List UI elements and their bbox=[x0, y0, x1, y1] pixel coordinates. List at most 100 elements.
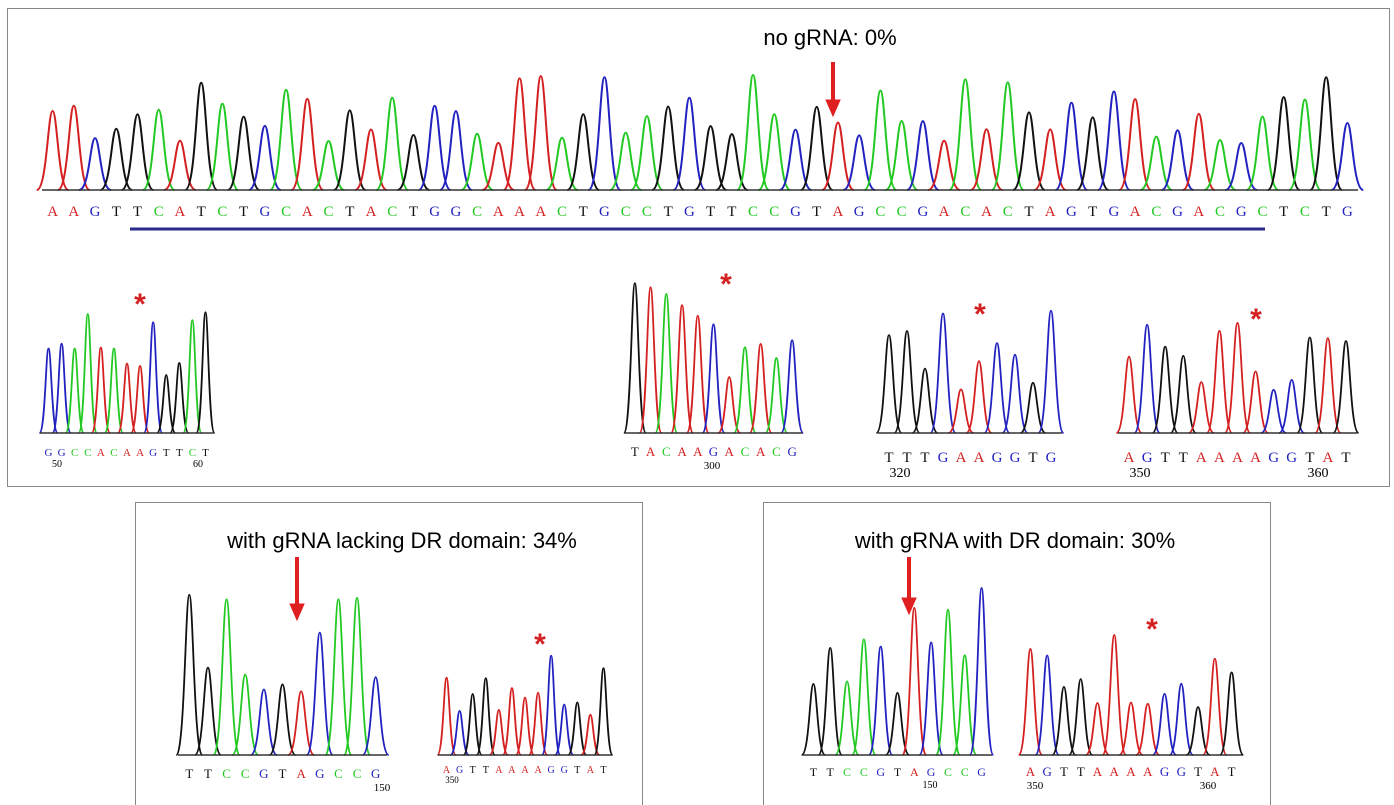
base-letter: T bbox=[664, 204, 673, 220]
base-letter: C bbox=[110, 447, 117, 459]
arrow-head bbox=[826, 100, 840, 116]
peak bbox=[52, 344, 70, 433]
peak bbox=[1119, 702, 1142, 755]
base-letter: A bbox=[1250, 450, 1261, 466]
base-letter: C bbox=[334, 766, 343, 781]
base-letter: G bbox=[1268, 450, 1279, 466]
base-letter: C bbox=[353, 766, 362, 781]
base-letter: T bbox=[345, 204, 354, 220]
asterisk: * bbox=[134, 288, 146, 321]
base-letter: T bbox=[1077, 764, 1085, 779]
base-letter: T bbox=[1028, 450, 1037, 466]
base-letter: A bbox=[1196, 450, 1207, 466]
base-letter: T bbox=[185, 766, 193, 781]
base-letter: A bbox=[1045, 204, 1056, 220]
peak bbox=[214, 599, 240, 755]
base-letter: T bbox=[1305, 450, 1314, 466]
base-letter: A bbox=[535, 204, 546, 220]
base-letter: A bbox=[693, 444, 703, 459]
base-letter: G bbox=[1286, 450, 1297, 466]
base-letter: G bbox=[259, 766, 268, 781]
base-letter: G bbox=[790, 204, 801, 220]
base-letter: A bbox=[756, 444, 766, 459]
base-letter: G bbox=[599, 204, 610, 220]
base-letter: C bbox=[662, 444, 671, 459]
base-letter: T bbox=[112, 204, 121, 220]
peak bbox=[176, 595, 202, 755]
base-letter: T bbox=[1322, 204, 1331, 220]
peak bbox=[1331, 123, 1363, 190]
base-letter: T bbox=[1279, 204, 1288, 220]
peak bbox=[79, 314, 97, 433]
peak bbox=[589, 77, 621, 190]
base-letter: T bbox=[133, 204, 142, 220]
peak bbox=[1243, 371, 1268, 433]
position-number: 150 bbox=[923, 780, 938, 791]
base-letter: G bbox=[450, 204, 461, 220]
peak bbox=[936, 610, 960, 755]
base-letter: T bbox=[810, 765, 818, 779]
peak bbox=[105, 348, 123, 433]
base-letter: T bbox=[812, 204, 821, 220]
base-letter: C bbox=[769, 204, 779, 220]
base-letter: C bbox=[860, 765, 868, 779]
base-letter: A bbox=[725, 444, 735, 459]
base-letter: C bbox=[772, 444, 781, 459]
base-letter: A bbox=[1193, 204, 1204, 220]
peak bbox=[971, 129, 1003, 190]
peak bbox=[1333, 341, 1358, 433]
base-letter: A bbox=[521, 765, 529, 776]
base-letter: C bbox=[748, 204, 758, 220]
base-letter: T bbox=[884, 450, 893, 466]
peak bbox=[251, 689, 277, 755]
position-number: 60 bbox=[193, 459, 203, 470]
base-letter: G bbox=[1142, 450, 1153, 466]
peak bbox=[903, 608, 927, 755]
peak bbox=[702, 324, 724, 433]
base-letter: A bbox=[508, 765, 516, 776]
base-letter: C bbox=[1300, 204, 1310, 220]
base-letter: G bbox=[938, 450, 949, 466]
base-letter: G bbox=[371, 766, 380, 781]
peak bbox=[269, 684, 295, 755]
base-letter: T bbox=[470, 765, 476, 776]
peak bbox=[477, 678, 495, 755]
base-letter: A bbox=[1026, 764, 1036, 779]
base-letter: C bbox=[71, 447, 78, 459]
top-panel-frame bbox=[8, 9, 1390, 487]
base-letter: G bbox=[58, 447, 66, 459]
base-letter: A bbox=[136, 447, 144, 459]
peak bbox=[1297, 337, 1322, 433]
position-number: 300 bbox=[704, 460, 721, 472]
base-letter: C bbox=[84, 447, 91, 459]
base-letter: G bbox=[90, 204, 101, 220]
base-letter: A bbox=[302, 204, 313, 220]
base-letter: G bbox=[1010, 450, 1021, 466]
base-letter: C bbox=[875, 204, 885, 220]
peak bbox=[542, 656, 560, 755]
base-letter: A bbox=[1126, 764, 1136, 779]
base-letter: A bbox=[366, 204, 377, 220]
position-number: 350 bbox=[1027, 780, 1044, 792]
base-letter: G bbox=[1108, 204, 1119, 220]
base-letter: T bbox=[1060, 764, 1068, 779]
base-letter: C bbox=[154, 204, 164, 220]
peak bbox=[1038, 311, 1063, 433]
base-letter: A bbox=[175, 204, 186, 220]
base-letter: C bbox=[217, 204, 227, 220]
peak bbox=[655, 294, 677, 433]
peak bbox=[876, 335, 901, 433]
base-letter: C bbox=[324, 204, 334, 220]
peak bbox=[1315, 338, 1340, 433]
peak bbox=[737, 75, 769, 190]
peak bbox=[39, 349, 57, 433]
panel-label: no gRNA: 0% bbox=[763, 25, 896, 50]
base-letter: A bbox=[1130, 204, 1141, 220]
base-letter: A bbox=[1214, 450, 1225, 466]
base-letter: C bbox=[557, 204, 567, 220]
base-letter: A bbox=[646, 444, 656, 459]
base-letter: T bbox=[1341, 450, 1350, 466]
peak bbox=[344, 598, 370, 755]
peak bbox=[869, 647, 893, 755]
base-letter: T bbox=[176, 447, 183, 459]
